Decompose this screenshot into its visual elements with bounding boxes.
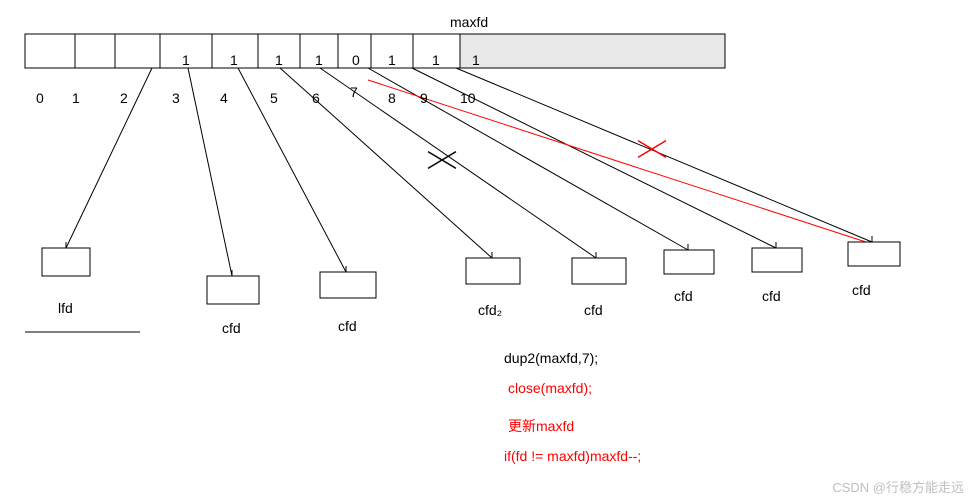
fd-box bbox=[207, 276, 259, 304]
index-label: 5 bbox=[270, 90, 278, 106]
fd-box bbox=[320, 272, 376, 298]
box-label: cfd₂ bbox=[478, 302, 502, 318]
fd-box bbox=[42, 248, 90, 276]
fd-box bbox=[572, 258, 626, 284]
box-label: lfd bbox=[58, 300, 73, 316]
bit-label: 0 bbox=[352, 52, 360, 68]
index-label: 0 bbox=[36, 90, 44, 106]
fd-box bbox=[466, 258, 520, 284]
box-label: cfd bbox=[222, 320, 241, 336]
diagram-canvas bbox=[0, 0, 976, 504]
index-label: 7 bbox=[350, 84, 358, 100]
index-label: 10 bbox=[460, 90, 476, 106]
index-label: 4 bbox=[220, 90, 228, 106]
box-label: cfd bbox=[762, 288, 781, 304]
bit-label: 1 bbox=[275, 52, 283, 68]
box-label: cfd bbox=[852, 282, 871, 298]
bit-label: 1 bbox=[230, 52, 238, 68]
fd-box bbox=[664, 250, 714, 274]
code-line: close(maxfd); bbox=[508, 380, 592, 396]
bit-label: 1 bbox=[315, 52, 323, 68]
box-label: cfd bbox=[674, 288, 693, 304]
bit-label: 1 bbox=[388, 52, 396, 68]
box-label: cfd bbox=[584, 302, 603, 318]
index-label: 1 bbox=[72, 90, 80, 106]
index-label: 3 bbox=[172, 90, 180, 106]
index-label: 2 bbox=[120, 90, 128, 106]
bit-label: 1 bbox=[472, 52, 480, 68]
bit-label: 1 bbox=[432, 52, 440, 68]
code-line: if(fd != maxfd)maxfd--; bbox=[504, 448, 641, 464]
bit-label: 1 bbox=[182, 52, 190, 68]
code-line: dup2(maxfd,7); bbox=[504, 350, 598, 366]
code-line: 更新maxfd bbox=[508, 416, 574, 436]
fd-box bbox=[752, 248, 802, 272]
index-label: 9 bbox=[420, 90, 428, 106]
box-label: cfd bbox=[338, 318, 357, 334]
index-label: 8 bbox=[388, 90, 396, 106]
index-label: 6 bbox=[312, 90, 320, 106]
title-label: maxfd bbox=[450, 14, 488, 30]
fd-box bbox=[848, 242, 900, 266]
watermark-text: CSDN @行稳方能走远 bbox=[832, 477, 964, 496]
